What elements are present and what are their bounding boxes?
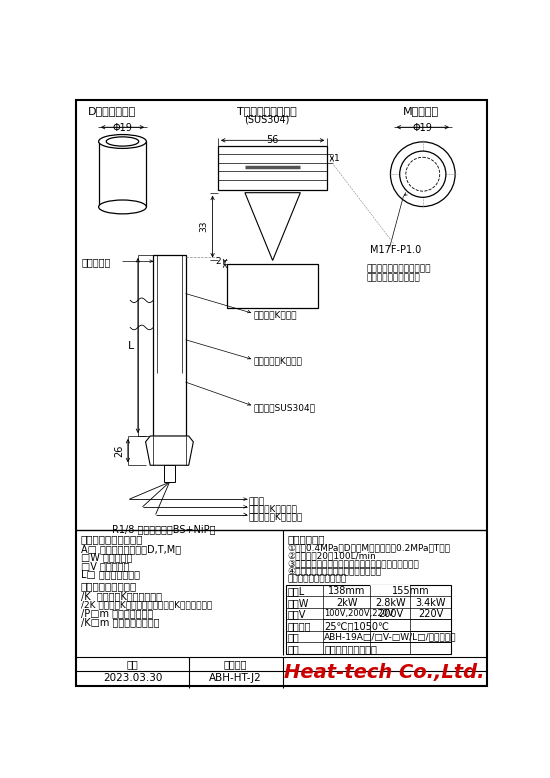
Text: 155mm: 155mm [392, 586, 430, 596]
Bar [323, 632, 450, 642]
Bar [323, 643, 450, 654]
Text: □W 電力の指定: □W 電力の指定 [81, 552, 133, 562]
Text: ヒーターが焼損します。: ヒーターが焼損します。 [287, 575, 346, 584]
Text: /K□m 熱電対線長の指定: /K□m 熱電対線長の指定 [81, 617, 160, 627]
Text: 2kW: 2kW [336, 598, 358, 608]
Text: 100V,200V,220V: 100V,200V,220V [324, 609, 394, 619]
Text: Φ19: Φ19 [113, 123, 133, 132]
Bar [323, 620, 450, 630]
Text: 1: 1 [334, 153, 340, 163]
Ellipse shape [390, 142, 455, 206]
Text: 熱風温度K熱電対線: 熱風温度K熱電対線 [249, 505, 298, 513]
Ellipse shape [98, 200, 146, 214]
Text: T型スリットノズル: T型スリットノズル [236, 106, 296, 116]
Text: ④低温気体を供給せずに加熱すると、: ④低温気体を供給せずに加熱すると、 [287, 567, 381, 576]
Bar [227, 264, 318, 308]
Text: 220V: 220V [418, 609, 443, 619]
Bar [323, 620, 370, 630]
Text: 熱風温度K熱電対: 熱風温度K熱電対 [254, 310, 297, 320]
Text: 特注で作成致します。: 特注で作成致します。 [367, 274, 420, 282]
Text: 熱風吹出口: 熱風吹出口 [82, 258, 111, 268]
Ellipse shape [98, 135, 146, 149]
Bar [153, 255, 186, 436]
Text: 33: 33 [200, 221, 209, 233]
Text: 保護管（SUS304）: 保護管（SUS304） [254, 403, 315, 412]
Text: M17F-P1.0: M17F-P1.0 [371, 245, 422, 255]
Text: 電圧V: 電圧V [287, 609, 306, 619]
Text: 3.4kW: 3.4kW [415, 598, 446, 608]
Text: Heat-tech Co.,Ltd.: Heat-tech Co.,Ltd. [284, 663, 485, 682]
Text: 先端のネジ込み継手金具は: 先端のネジ込み継手金具は [367, 265, 431, 273]
Polygon shape [146, 436, 194, 465]
Text: /K  熱風温度K熱電対の追加: /K 熱風温度K熱電対の追加 [81, 591, 162, 601]
Text: /P□m 電源線長の指定: /P□m 電源線長の指定 [81, 608, 153, 619]
Text: 管長L: 管長L [287, 586, 305, 596]
Bar [218, 145, 327, 191]
Text: 【オプション対応】: 【オプション対応】 [81, 581, 137, 591]
Text: 電力W: 電力W [287, 598, 309, 608]
Text: 26: 26 [114, 444, 124, 457]
Text: 138mm: 138mm [328, 586, 365, 596]
Text: M型内ネジ: M型内ネジ [403, 106, 438, 116]
Text: ABH-19A□/□V-□W/L□/オプション: ABH-19A□/□V-□W/L□/オプション [324, 633, 456, 641]
Text: 図面番号: 図面番号 [224, 659, 248, 669]
Text: R1/8 気体供給口（BS+NiP）: R1/8 気体供給口（BS+NiP） [113, 524, 216, 534]
Text: 発熱体温度K熱電対: 発熱体温度K熱電対 [254, 356, 302, 366]
Text: L: L [128, 341, 134, 351]
Text: A□ 先端形状の指定（D,T,M）: A□ 先端形状の指定（D,T,M） [81, 544, 181, 554]
Text: 2.8kW: 2.8kW [375, 598, 406, 608]
Text: D型ストレート: D型ストレート [89, 106, 136, 116]
Text: 2023.03.30: 2023.03.30 [103, 673, 162, 683]
Text: 熱風温度: 熱風温度 [287, 621, 311, 631]
Ellipse shape [400, 151, 446, 198]
Text: 【発注時の仕様指定】: 【発注時の仕様指定】 [81, 534, 144, 544]
Text: 型式: 型式 [287, 633, 299, 643]
Text: ③供給気体はオイルミスト、水滴を除去して下さい。: ③供給気体はオイルミスト、水滴を除去して下さい。 [287, 559, 419, 568]
Polygon shape [245, 193, 300, 261]
Bar [164, 465, 175, 482]
Text: 電源線: 電源線 [249, 497, 265, 506]
Text: 【注意事項】: 【注意事項】 [287, 534, 324, 544]
Ellipse shape [406, 157, 440, 191]
Text: ②推奨流量20〜100L/min: ②推奨流量20〜100L/min [287, 552, 376, 560]
Text: 25℃〜1050℃: 25℃〜1050℃ [324, 621, 389, 631]
Text: 56: 56 [266, 135, 279, 145]
Bar [286, 584, 450, 654]
Text: ①耐圧0.4MPa（D型、M型）、耐圧0.2MPa（T型）: ①耐圧0.4MPa（D型、M型）、耐圧0.2MPa（T型） [287, 544, 450, 553]
Text: 品名: 品名 [287, 644, 299, 654]
Bar [371, 620, 450, 630]
Text: 日付: 日付 [126, 659, 139, 669]
Text: 発熱体温度K熱電対線: 発熱体温度K熱電対線 [249, 512, 303, 521]
Text: L□ 基準管長の指定: L□ 基準管長の指定 [81, 569, 140, 579]
Text: (SUS304): (SUS304) [244, 114, 289, 124]
Text: Φ19: Φ19 [413, 123, 433, 132]
Text: /2K 熱風温度K熱電対と発熱体温度K熱電対の追加: /2K 熱風温度K熱電対と発熱体温度K熱電対の追加 [81, 600, 212, 609]
Text: 高温用熱風ヒーター: 高温用熱風ヒーター [324, 644, 377, 654]
Text: □V 電圧の指定: □V 電圧の指定 [81, 561, 129, 571]
Ellipse shape [106, 137, 139, 146]
Text: 200V: 200V [378, 609, 403, 619]
Bar [371, 585, 410, 596]
Text: 2: 2 [216, 258, 221, 267]
Text: ABH-HT-J2: ABH-HT-J2 [210, 673, 262, 683]
